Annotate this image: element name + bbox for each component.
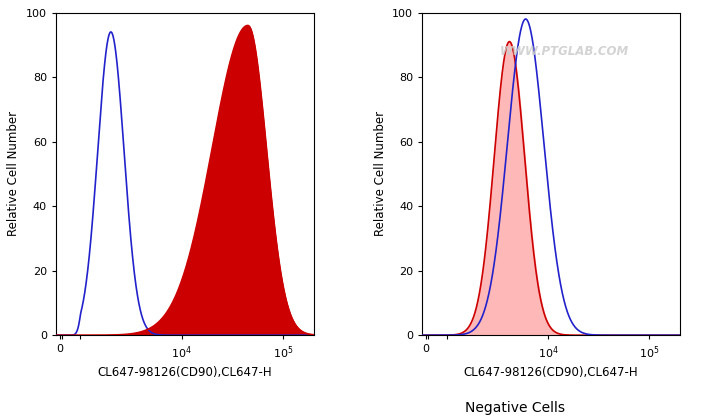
X-axis label: CL647-98126(CD90),CL647-H: CL647-98126(CD90),CL647-H xyxy=(464,366,639,379)
Y-axis label: Relative Cell Number: Relative Cell Number xyxy=(8,111,20,236)
Text: Negative Cells: Negative Cells xyxy=(465,401,565,415)
Y-axis label: Relative Cell Number: Relative Cell Number xyxy=(374,111,386,236)
X-axis label: CL647-98126(CD90),CL647-H: CL647-98126(CD90),CL647-H xyxy=(97,366,272,379)
Text: WWW.PTGLAB.COM: WWW.PTGLAB.COM xyxy=(499,45,629,58)
